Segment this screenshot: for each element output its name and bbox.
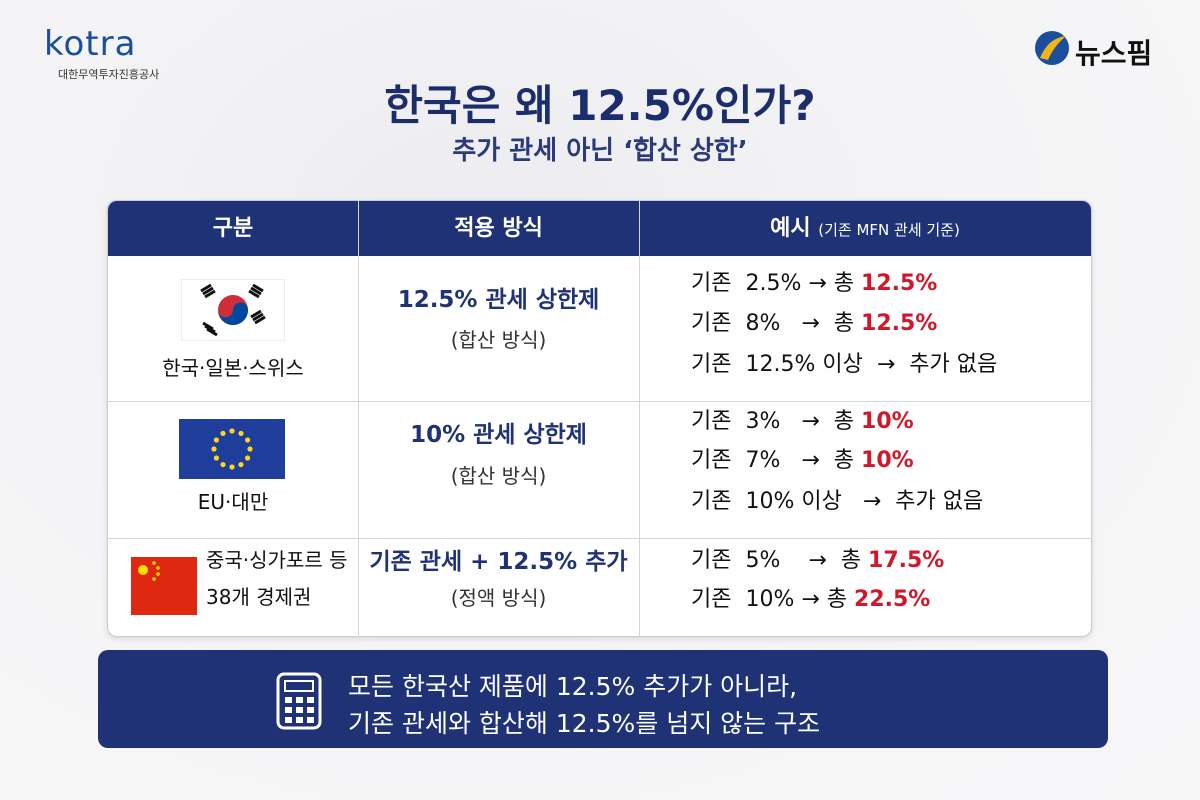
example-text: 기존 3% → 총 bbox=[691, 409, 855, 434]
example-text: 기존 10% 이상 → 추가 없음 bbox=[691, 489, 984, 514]
flag-shape bbox=[179, 419, 285, 479]
flag-shape bbox=[213, 455, 220, 461]
flag bbox=[179, 419, 285, 479]
flag-shape bbox=[229, 464, 235, 470]
example-highlight: 17.5% bbox=[868, 548, 945, 573]
flag-shape bbox=[229, 428, 235, 434]
example-highlight: 22.5% bbox=[854, 587, 931, 612]
example-text: 기존 7% → 총 bbox=[691, 448, 855, 473]
column-divider bbox=[639, 201, 640, 636]
logo-right: 뉴스핌 bbox=[1075, 37, 1153, 70]
flag-shape bbox=[138, 565, 148, 575]
example-line: 기존 8% → 총 12.5% bbox=[691, 305, 937, 337]
example-highlight: 10% bbox=[861, 448, 914, 473]
example-highlight: 12.5% bbox=[861, 271, 938, 296]
flag-shape bbox=[213, 437, 220, 443]
row-divider bbox=[108, 538, 1091, 539]
example-text: 기존 10% → 총 bbox=[691, 587, 848, 612]
title: 한국은 왜 12.5%인가? bbox=[384, 81, 816, 130]
example-text: 기존 8% → 총 bbox=[691, 311, 855, 336]
column-header: 구분 bbox=[212, 216, 254, 241]
example-text: 기존 5% → 총 bbox=[691, 548, 862, 573]
calculator-icon bbox=[276, 672, 322, 730]
flag-shape bbox=[152, 561, 156, 565]
footer-box: 모든 한국산 제품에 12.5% 추가가 아니라, 기존 관세와 합산해 12.… bbox=[98, 650, 1108, 748]
example-highlight: 10% bbox=[861, 409, 914, 434]
table: 구분 적용 방식 예시 (기존 MFN 관세 기준) 한국·일본·스위스 12.5… bbox=[107, 200, 1092, 637]
method-note: (합산 방식) bbox=[450, 464, 547, 488]
flag-shape bbox=[180, 278, 286, 342]
example-line: 기존 10% 이상 → 추가 없음 bbox=[691, 483, 983, 515]
flag-shape bbox=[156, 566, 160, 570]
flag-shape bbox=[156, 572, 160, 576]
flag-shape bbox=[238, 430, 244, 437]
flag-shape bbox=[244, 437, 251, 443]
method: 10% 관세 상한제 bbox=[410, 422, 587, 448]
flag-shape bbox=[250, 309, 266, 325]
example-line: 기존 3% → 총 10% bbox=[691, 403, 914, 435]
column-header: 예시 (기존 MFN 관세 기준) bbox=[639, 201, 1091, 256]
flag bbox=[180, 278, 286, 342]
logo-left-sub: 대한무역투자진흥공사 bbox=[58, 68, 160, 81]
flag-shape bbox=[202, 321, 218, 337]
example-line: 기존 5% → 총 17.5% bbox=[691, 542, 944, 574]
table-header: 구분 적용 방식 예시 (기존 MFN 관세 기준) bbox=[108, 201, 1091, 256]
flag bbox=[131, 557, 197, 615]
example-text: 기존 2.5% → 총 bbox=[691, 271, 855, 296]
column-divider bbox=[358, 201, 359, 636]
column-header: 적용 방식 bbox=[454, 216, 543, 241]
flag-shape bbox=[152, 577, 156, 581]
method-note: (정액 방식) bbox=[450, 586, 547, 610]
method-note: (합산 방식) bbox=[450, 328, 547, 352]
logo-icon bbox=[1035, 31, 1069, 65]
flag-shape bbox=[248, 283, 264, 299]
example-text: 기존 12.5% 이상 → 추가 없음 bbox=[691, 352, 998, 377]
subtitle: 추가 관세 아닌 ‘합산 상한’ bbox=[452, 136, 748, 166]
row-divider bbox=[108, 401, 1091, 402]
footer-line: 기존 관세와 합산해 12.5%를 넘지 않는 구조 bbox=[348, 709, 821, 738]
region-label: 한국·일본·스위스 bbox=[162, 356, 304, 380]
flag-shape bbox=[211, 446, 217, 452]
example-line: 기존 7% → 총 10% bbox=[691, 442, 914, 474]
flag-shape bbox=[244, 455, 251, 461]
flag-shape bbox=[218, 302, 248, 325]
example-line: 기존 2.5% → 총 12.5% bbox=[691, 265, 937, 297]
column-header-text: 예시 bbox=[770, 216, 811, 241]
flag-shape bbox=[131, 557, 197, 615]
example-line: 기존 12.5% 이상 → 추가 없음 bbox=[691, 346, 997, 378]
region-label: EU·대만 bbox=[197, 490, 269, 514]
logo-left: kotra bbox=[44, 24, 137, 64]
column-note: (기존 MFN 관세 기준) bbox=[818, 221, 960, 239]
method: 12.5% 관세 상한제 bbox=[397, 287, 600, 313]
footer-line: 모든 한국산 제품에 12.5% 추가가 아니라, bbox=[348, 672, 798, 701]
flag-shape bbox=[200, 283, 216, 299]
flag-shape bbox=[238, 461, 244, 468]
flag-shape bbox=[220, 461, 226, 468]
flag-shape bbox=[200, 283, 266, 337]
flag-shape bbox=[220, 430, 226, 437]
example-line: 기존 10% → 총 22.5% bbox=[691, 581, 930, 613]
example-highlight: 12.5% bbox=[861, 311, 938, 336]
region-label: 중국·싱가포르 등 bbox=[206, 548, 348, 572]
flag-shape bbox=[247, 446, 253, 452]
region-label: 38개 경제권 bbox=[206, 585, 312, 609]
method: 기존 관세 + 12.5% 추가 bbox=[369, 549, 628, 575]
flag-shape bbox=[179, 419, 285, 479]
